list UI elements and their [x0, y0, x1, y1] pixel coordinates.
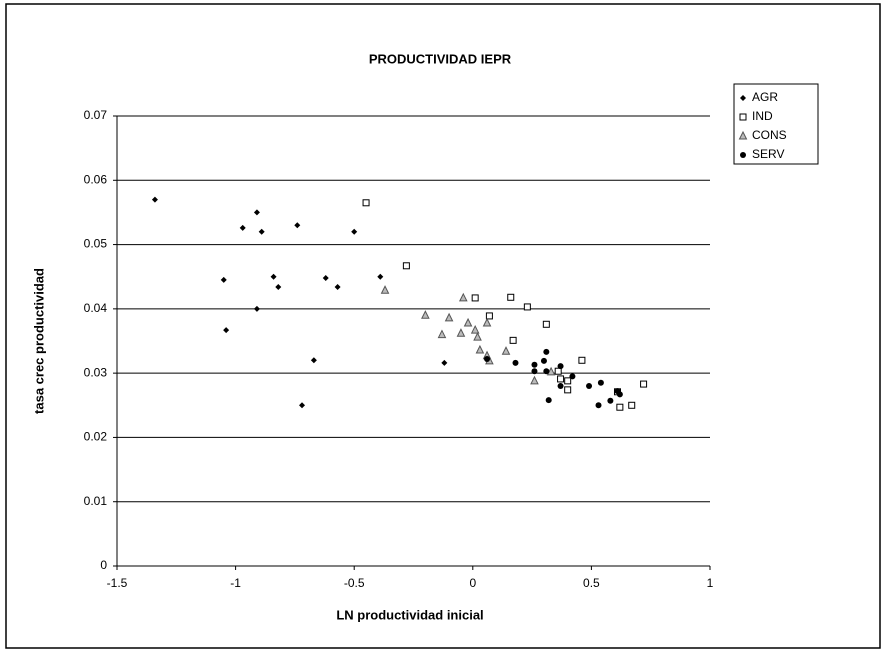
- point: [444, 312, 454, 322]
- point: [482, 317, 492, 327]
- x-tick-label: -1: [230, 576, 241, 590]
- legend-box: [733, 83, 819, 165]
- point: [475, 344, 485, 354]
- point: [557, 363, 564, 370]
- x-tick-label: 0: [469, 576, 476, 590]
- point: [377, 273, 384, 280]
- point: [253, 305, 260, 312]
- point: [334, 284, 341, 290]
- point: [322, 275, 329, 281]
- legend-label: CONS: [752, 128, 787, 142]
- y-tick-label: 0.01: [84, 494, 108, 508]
- point: [531, 368, 538, 375]
- point: [595, 402, 602, 409]
- point: [421, 310, 430, 319]
- point: [616, 391, 623, 398]
- point: [531, 361, 538, 368]
- point: [509, 336, 517, 344]
- y-tick-label: 0.04: [84, 301, 108, 315]
- point: [362, 199, 370, 207]
- point: [543, 348, 550, 355]
- point: [557, 383, 564, 389]
- legend-marker: [739, 113, 747, 121]
- point: [557, 375, 565, 383]
- point: [554, 367, 562, 375]
- point: [275, 284, 282, 290]
- x-tick-label: -0.5: [344, 576, 365, 590]
- legend-marker: [740, 95, 746, 101]
- point: [597, 379, 604, 386]
- point: [351, 228, 358, 235]
- point: [258, 228, 265, 235]
- point: [456, 328, 466, 337]
- y-axis-label: tasa crec productividad: [31, 268, 46, 414]
- point: [578, 356, 586, 364]
- legend-label: SERV: [752, 147, 784, 161]
- point: [530, 375, 539, 385]
- chart-title: PRODUCTIVIDAD IEPR: [369, 51, 512, 66]
- legend-label: IND: [752, 109, 773, 123]
- y-tick-label: 0.06: [84, 172, 108, 186]
- point: [586, 383, 593, 389]
- point: [569, 373, 576, 380]
- y-tick-label: 0.02: [84, 430, 108, 444]
- point: [485, 312, 493, 320]
- point: [270, 273, 277, 280]
- point: [501, 346, 511, 355]
- point: [437, 329, 447, 339]
- point: [441, 359, 448, 366]
- point: [542, 320, 550, 328]
- point: [640, 380, 648, 388]
- point: [543, 368, 550, 375]
- point: [223, 327, 230, 334]
- point: [540, 357, 547, 364]
- x-axis-label: LN productividad inicial: [336, 607, 483, 622]
- point: [294, 222, 301, 229]
- point: [220, 276, 227, 283]
- point: [616, 403, 624, 411]
- point: [239, 224, 246, 231]
- y-tick-label: 0: [100, 558, 107, 572]
- point: [459, 292, 468, 302]
- legend-label: AGR: [752, 90, 778, 104]
- point: [253, 209, 260, 216]
- point: [507, 293, 515, 301]
- point: [523, 303, 531, 311]
- point: [151, 196, 158, 203]
- point: [402, 262, 410, 270]
- point: [607, 397, 614, 404]
- y-tick-label: 0.05: [84, 237, 108, 251]
- point: [473, 332, 482, 341]
- x-tick-label: 0.5: [583, 576, 600, 590]
- point: [299, 402, 306, 409]
- point: [512, 359, 519, 366]
- x-tick-label: -1.5: [107, 576, 128, 590]
- point: [628, 401, 636, 409]
- point: [484, 356, 491, 362]
- legend-marker: [740, 152, 746, 158]
- legend-marker: [738, 130, 748, 140]
- point: [471, 294, 479, 302]
- y-tick-label: 0.03: [84, 365, 108, 379]
- point: [564, 377, 572, 385]
- point: [470, 324, 480, 334]
- point: [545, 397, 552, 404]
- point: [564, 386, 572, 394]
- point: [380, 285, 390, 294]
- y-tick-label: 0.07: [84, 108, 108, 122]
- point: [310, 357, 317, 364]
- point: [463, 317, 473, 327]
- x-tick-label: 1: [707, 576, 714, 590]
